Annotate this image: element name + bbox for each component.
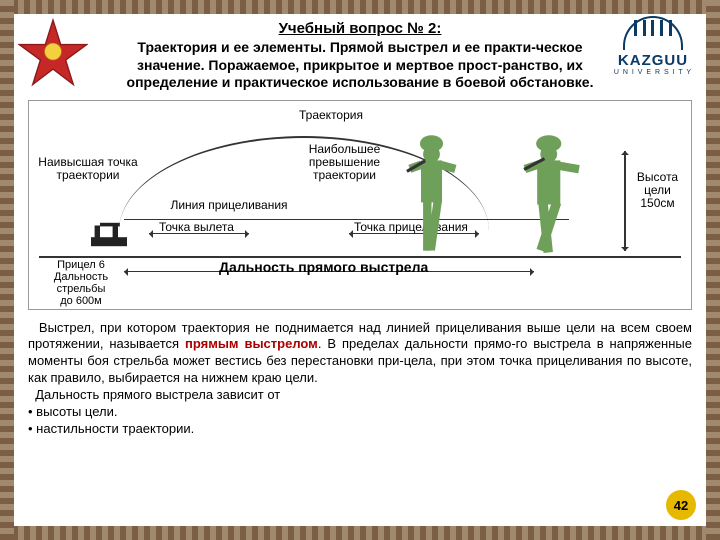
logo-name: KAZGUU [602,52,704,69]
red-term: прямым выстрелом [185,336,318,351]
range-label: Дальность прямого выстрела [219,259,428,275]
height-arrow [624,151,626,251]
slide-title: Учебный вопрос № 2: [108,20,612,37]
aimline-label: Линия прицеливания [159,199,299,212]
university-logo: KAZGUU U N I V E R S I T Y [602,16,704,76]
rifle-icon [91,221,127,251]
logo-subtitle: U N I V E R S I T Y [602,69,704,76]
paragraph-2: Дальность прямого выстрела зависит от [28,387,692,404]
border-top [0,0,720,14]
bullet-1: • высоты цели. [28,404,692,421]
bullet-2: • настильности траектории. [28,421,692,438]
slide-subtitle: Траектория и ее элементы. Прямой выстрел… [103,39,617,92]
border-bottom [0,526,720,540]
trajectory-label: Траектория [299,109,363,122]
border-right [706,0,720,540]
trajectory-diagram: Траектория Наивысшая точка траектории На… [28,100,692,310]
page-number: 42 [666,490,696,520]
body-text: Выстрел, при котором траектория не подни… [28,320,692,438]
logo-arch-icon [623,16,683,50]
peak-label: Наивысшая точка траектории [33,156,143,182]
border-left [0,0,14,540]
rifle-label: Прицел 6 Дальность стрельбы до 600м [31,259,131,307]
departure-label: Точка вылета [159,221,234,234]
paragraph-1: Выстрел, при котором траектория не подни… [28,320,692,388]
soldier-mid-icon [404,131,459,257]
soldier-right-icon [519,131,589,257]
content-area: KAZGUU U N I V E R S I T Y Учебный вопро… [14,14,706,526]
star-emblem-icon [18,18,88,88]
slide-frame: KAZGUU U N I V E R S I T Y Учебный вопро… [0,0,720,540]
excess-label: Наибольшее превышение траектории [287,143,402,183]
height-label: Высота цели 150см [630,171,685,211]
